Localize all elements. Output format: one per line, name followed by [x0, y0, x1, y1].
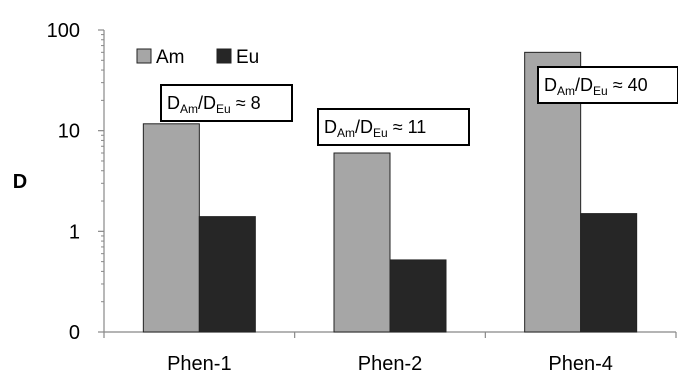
ratio-annotation-box: [317, 108, 470, 146]
y-tick-label: 10: [58, 121, 80, 143]
bar-eu-phen-1: [198, 216, 256, 333]
bar-am-phen-1: [142, 123, 200, 333]
chart-annotations: DAm/DEu ≈ 8 DAm/DEu ≈ 11 DAm/DEu ≈ 40: [160, 66, 678, 146]
legend-label-eu: Eu: [236, 47, 259, 68]
legend-swatch-eu: [216, 48, 232, 64]
bar-eu-phen-2: [389, 259, 447, 333]
y-tick-label: 1: [69, 221, 80, 243]
y-tick-label: 0: [69, 322, 80, 344]
ratio-annotation-box: [160, 84, 293, 122]
legend-swatch-am: [136, 48, 152, 64]
ratio-annotation-text: DAm/DEu ≈ 8: [167, 93, 261, 116]
y-tick-label: 100: [47, 20, 80, 42]
x-category-label: Phen-4: [548, 353, 613, 375]
chart-legend: Am Eu: [136, 47, 259, 68]
ratio-annotation-box: [537, 66, 678, 104]
x-category-label: Phen-1: [167, 353, 232, 375]
chart-bars: [142, 51, 638, 333]
legend-label-am: Am: [156, 47, 185, 68]
bar-eu-phen-4: [580, 213, 638, 333]
ratio-annotation-text: DAm/DEu ≈ 40: [544, 75, 648, 98]
chart-labels: Phen-1 Phen-2 Phen-4: [167, 353, 613, 375]
ratio-annotation-text: DAm/DEu ≈ 11: [324, 117, 426, 140]
y-axis-title: D: [13, 171, 27, 193]
x-category-label: Phen-2: [358, 353, 423, 375]
bar-am-phen-2: [333, 152, 391, 333]
